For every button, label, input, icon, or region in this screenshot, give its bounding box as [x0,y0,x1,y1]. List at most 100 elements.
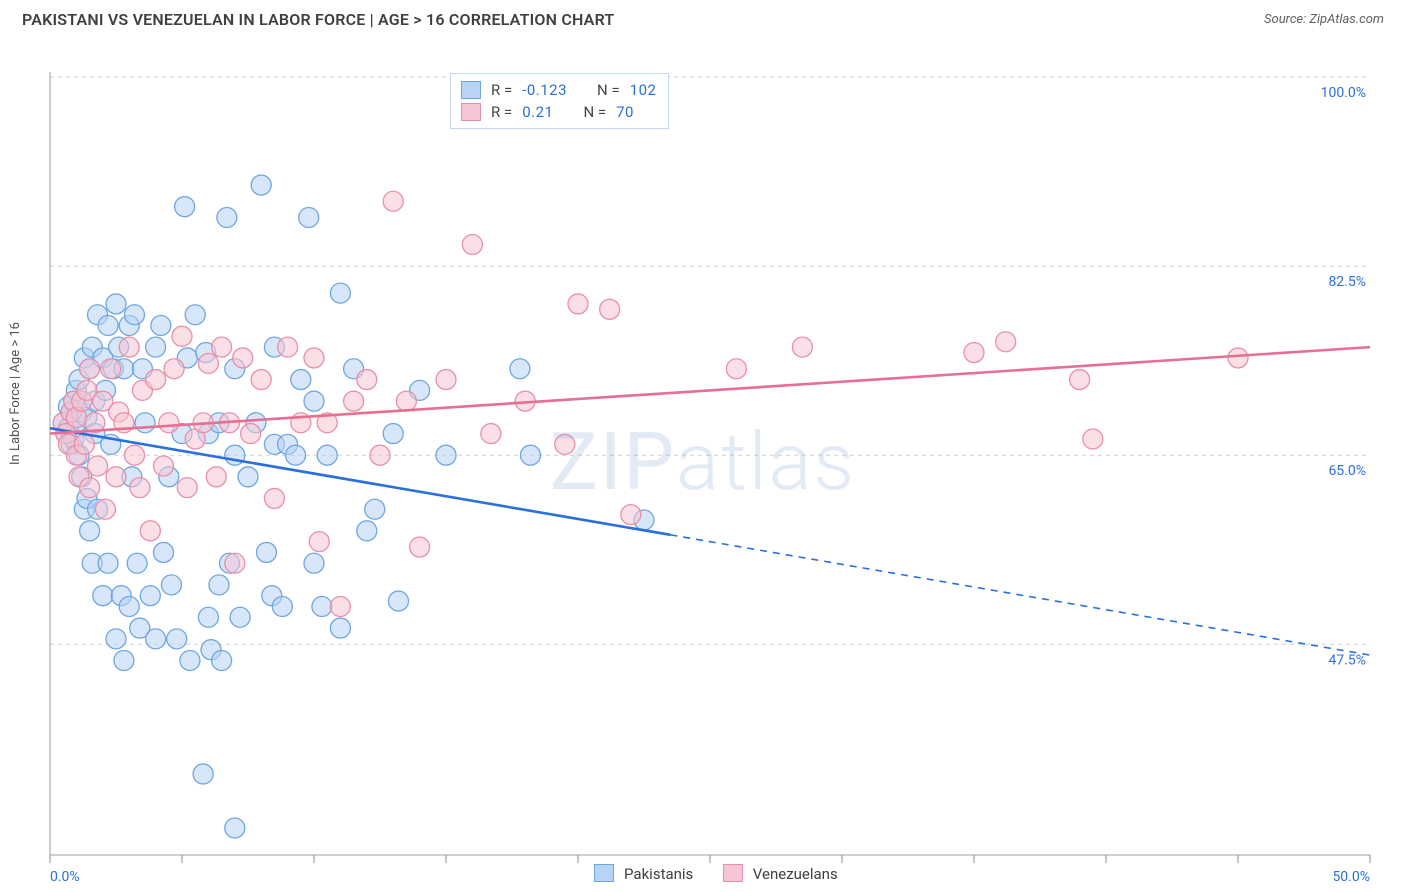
data-point [130,478,150,498]
data-point [304,391,324,411]
data-point [124,445,144,465]
data-point [119,596,139,616]
r-label: R = [491,79,512,101]
svg-text:82.5%: 82.5% [1328,274,1366,290]
data-point [256,542,276,562]
data-point [436,445,456,465]
data-point [127,553,147,573]
n-label: N = [583,101,606,123]
data-point [1228,348,1248,368]
data-point [225,553,245,573]
data-point [175,197,195,217]
swatch-icon [723,864,743,882]
data-point [167,629,187,649]
data-point [154,456,174,476]
data-point [80,359,100,379]
n-value: 102 [630,79,657,101]
data-point [621,505,641,525]
data-point [140,586,160,606]
data-point [198,353,218,373]
data-point [101,359,121,379]
data-point [185,305,205,325]
data-point [304,348,324,368]
data-point [291,370,311,390]
data-point [146,629,166,649]
data-point [198,607,218,627]
data-point [1070,370,1090,390]
data-point [1083,429,1103,449]
data-point [193,764,213,784]
data-point [88,456,108,476]
data-point [388,591,408,611]
data-point [154,542,174,562]
data-point [151,316,171,336]
data-point [95,499,115,519]
source-label: Source: ZipAtlas.com [1264,12,1384,27]
data-point [370,445,390,465]
data-point [996,332,1016,352]
data-point [964,343,984,363]
data-point [80,478,100,498]
data-point [106,629,126,649]
r-value: -0.123 [522,79,567,101]
data-point [396,391,416,411]
data-point [462,234,482,254]
data-point [330,618,350,638]
swatch-icon [461,81,481,99]
swatch-icon [461,103,481,121]
data-point [98,316,118,336]
data-point [383,191,403,211]
data-point [410,537,430,557]
data-point [555,434,575,454]
data-point [212,651,232,671]
data-point [309,532,329,552]
data-point [383,424,403,444]
data-point [330,596,350,616]
data-point [180,651,200,671]
data-point [106,294,126,314]
data-point [206,467,226,487]
data-point [241,424,261,444]
data-point [792,337,812,357]
y-axis-label: In Labor Force | Age > 16 [8,322,23,465]
legend-label: Venezuelans [753,865,838,883]
data-point [312,596,332,616]
data-point [317,445,337,465]
svg-text:47.5%: 47.5% [1328,652,1366,668]
data-point [238,467,258,487]
data-point [357,521,377,541]
data-point [365,499,385,519]
trend-line-extrapolated [670,535,1370,655]
correlation-legend: R = -0.123 N = 102 R = 0.21 N = 70 [450,73,669,129]
data-point [436,370,456,390]
legend-label: Pakistanis [624,865,693,883]
swatch-icon [594,864,614,882]
r-label: R = [491,101,512,123]
data-point [98,553,118,573]
data-point [124,305,144,325]
data-point [304,553,324,573]
data-point [217,207,237,227]
data-point [278,337,298,357]
data-point [140,521,160,541]
data-point [726,359,746,379]
data-point [119,337,139,357]
data-point [106,467,126,487]
r-value: 0.21 [522,101,553,123]
data-point [568,294,588,314]
data-point [233,348,253,368]
data-point [164,359,184,379]
data-point [74,434,94,454]
n-value: 70 [616,101,634,123]
data-point [135,413,155,433]
data-point [114,651,134,671]
data-point [520,445,540,465]
data-point [93,586,113,606]
data-point [230,607,250,627]
data-point [251,370,271,390]
data-point [357,370,377,390]
data-point [251,175,271,195]
chart-title: PAKISTANI VS VENEZUELAN IN LABOR FORCE |… [22,10,614,29]
svg-text:65.0%: 65.0% [1328,463,1366,479]
n-label: N = [597,79,620,101]
